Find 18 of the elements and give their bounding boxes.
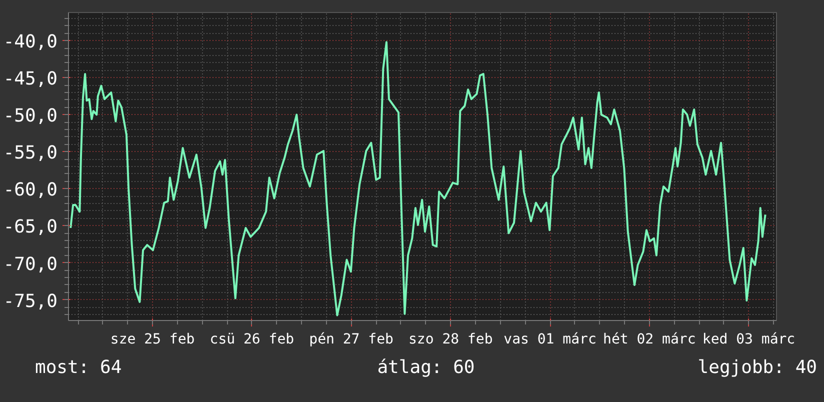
text: most: 64 — [35, 356, 122, 380]
x-tick-label: hét 02 márc — [603, 332, 696, 348]
y-tick-label: -65,0 — [3, 216, 58, 238]
x-tick-label: ked 03 márc — [702, 332, 796, 348]
x-tick-label: sze 25 feb — [110, 332, 195, 348]
y-tick-label: -75,0 — [3, 290, 58, 312]
y-tick-label: -60,0 — [3, 180, 58, 201]
y-tick-label: -45,0 — [3, 68, 58, 90]
y-tick-label: -40,0 — [3, 32, 58, 53]
y-tick-label: -70,0 — [3, 254, 58, 275]
x-tick-label: csü 26 feb — [210, 332, 294, 348]
x-tick-label: vas 01 márc — [504, 332, 596, 348]
y-tick-label: -55,0 — [3, 142, 58, 164]
x-tick-label: pén 27 feb — [309, 332, 394, 348]
y-tick-label: -50,0 — [3, 106, 58, 127]
x-tick-label: szo 28 feb — [408, 332, 493, 348]
text: átlag: 60 — [377, 356, 475, 380]
text: legjobb: 40 — [698, 356, 817, 380]
